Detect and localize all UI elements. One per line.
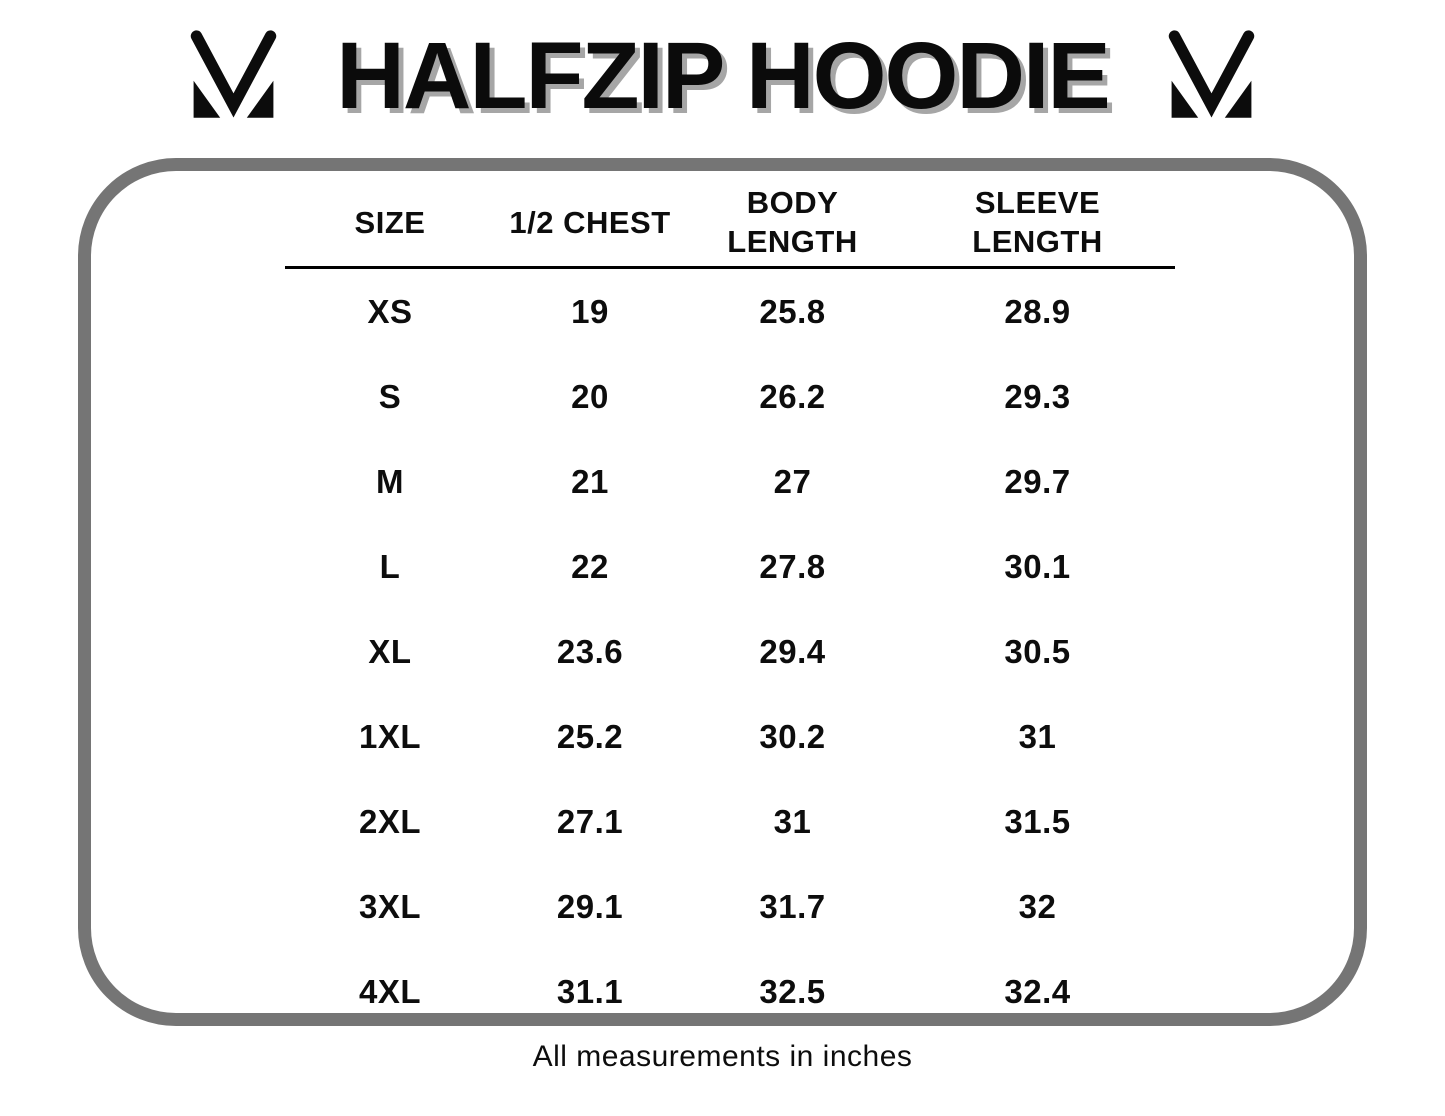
table-row-l: L 22 27.8 30.1 [285,524,1175,609]
cell-size: 1XL [358,717,422,755]
cell-sleeve-length: 31 [1018,717,1057,755]
cell-half-chest: 23.6 [556,632,624,670]
cell-size: 3XL [358,887,422,925]
cell-half-chest: 19 [571,292,609,330]
column-header-size: SIZE [354,204,426,240]
page-title: HALFZIP HOODIE [336,22,1110,129]
cell-half-chest: 27.1 [556,802,624,840]
cell-half-chest: 20 [571,377,609,415]
cell-body-length: 26.2 [759,377,826,415]
cell-sleeve-length: 30.5 [1004,632,1071,670]
table-row-m: M 21 27 29.7 [285,439,1175,524]
cell-half-chest: 31.1 [556,972,624,1010]
cell-half-chest: 22 [571,547,609,585]
cell-size: M [376,462,404,500]
cell-body-length: 30.2 [759,717,826,755]
column-header-sleeve-length: SLEEVE LENGTH [972,185,1103,259]
table-header-divider [285,266,1175,269]
cell-size: XL [368,632,412,670]
brand-m-logo-icon [1168,30,1254,118]
cell-sleeve-length: 32.4 [1004,972,1071,1010]
cell-size: XS [367,292,413,330]
table-row-s: S 20 26.2 29.3 [285,354,1175,439]
size-chart-table: SIZE 1/2 CHEST BODY LENGTH SLEEVE LENGTH… [285,182,1175,1034]
cell-body-length: 32.5 [759,972,826,1010]
column-header-half-chest: 1/2 CHEST [509,204,671,240]
table-row-xl: XL 23.6 29.4 30.5 [285,609,1175,694]
cell-body-length: 29.4 [759,632,826,670]
cell-sleeve-length: 29.7 [1004,462,1071,500]
column-header-body-length: BODY LENGTH [727,185,858,259]
cell-body-length: 27.8 [759,547,826,585]
table-header-row: SIZE 1/2 CHEST BODY LENGTH SLEEVE LENGTH [285,182,1175,264]
cell-body-length: 31.7 [759,887,826,925]
cell-size: S [378,377,402,415]
cell-sleeve-length: 31.5 [1004,802,1071,840]
cell-size: 4XL [358,972,422,1010]
cell-body-length: 27 [773,462,812,500]
cell-body-length: 31 [773,802,812,840]
cell-half-chest: 21 [571,462,609,500]
size-chart-panel [78,158,1367,1026]
cell-body-length: 25.8 [759,292,826,330]
table-row-2xl: 2XL 27.1 31 31.5 [285,779,1175,864]
brand-header: HALFZIP HOODIE [0,18,1445,134]
cell-size: 2XL [358,802,422,840]
cell-sleeve-length: 30.1 [1004,547,1071,585]
cell-half-chest: 29.1 [556,887,624,925]
brand-m-logo-icon [191,30,277,118]
table-row-1xl: 1XL 25.2 30.2 31 [285,694,1175,779]
cell-half-chest: 25.2 [556,717,624,755]
cell-sleeve-length: 29.3 [1004,377,1071,415]
table-row-xs: XS 19 25.8 28.9 [285,269,1175,354]
table-row-3xl: 3XL 29.1 31.7 32 [285,864,1175,949]
cell-sleeve-length: 28.9 [1004,292,1071,330]
table-row-4xl: 4XL 31.1 32.5 32.4 [285,949,1175,1034]
cell-size: L [379,547,401,585]
measurements-footnote: All measurements in inches [532,1040,913,1073]
cell-sleeve-length: 32 [1018,887,1057,925]
